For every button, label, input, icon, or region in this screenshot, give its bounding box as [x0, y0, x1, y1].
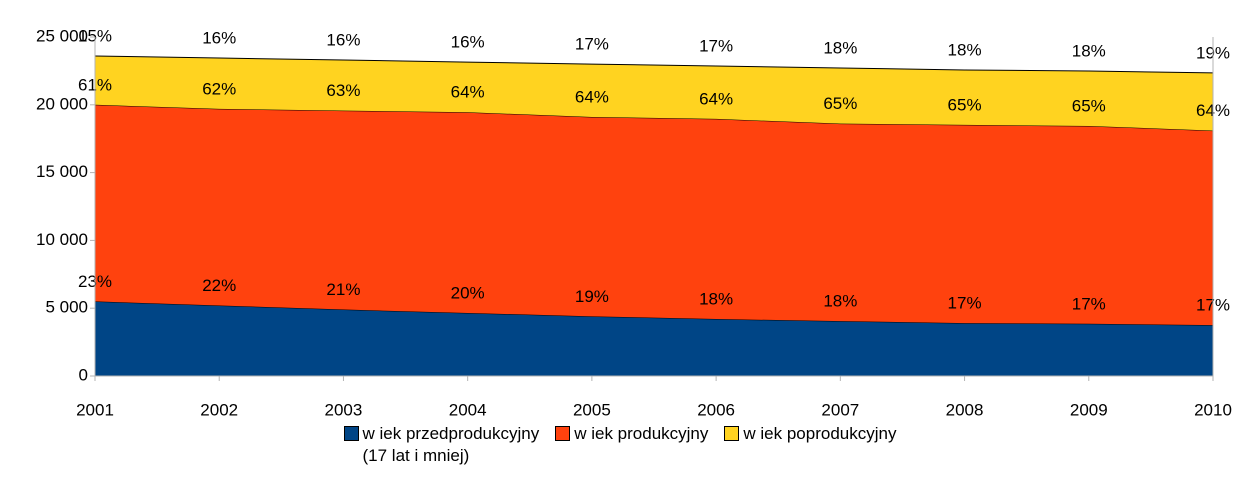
y-tick-label: 25 000 [36, 26, 88, 45]
data-label: 63% [326, 81, 360, 100]
y-tick-label: 5 000 [45, 298, 88, 317]
data-label: 64% [699, 89, 733, 108]
legend-item: w iek poprodukcyjny [724, 423, 896, 467]
data-label: 21% [326, 280, 360, 299]
data-label: 16% [202, 29, 236, 48]
legend-label: w iek produkcyjny [574, 424, 709, 443]
data-label: 17% [1072, 294, 1106, 313]
data-label: 16% [451, 33, 485, 52]
legend: w iek przedprodukcyjny (17 lat i mniej) w… [0, 423, 1240, 467]
data-label: 62% [202, 79, 236, 98]
x-tick-label: 2006 [697, 400, 735, 419]
data-label: 17% [575, 35, 609, 54]
x-tick-label: 2010 [1194, 400, 1232, 419]
x-tick-label: 2003 [325, 400, 363, 419]
legend-swatch [555, 426, 571, 441]
data-label: 18% [699, 290, 733, 309]
legend-label: w iek przedprodukcyjny (17 lat i mniej) [362, 424, 540, 465]
x-tick-label: 2004 [449, 400, 487, 419]
x-tick-label: 2009 [1070, 400, 1108, 419]
data-label: 16% [326, 31, 360, 50]
data-label: 64% [575, 87, 609, 106]
data-label: 64% [451, 83, 485, 102]
data-label: 65% [948, 95, 982, 114]
legend-swatch [343, 426, 359, 441]
area [95, 301, 1213, 376]
data-label: 65% [823, 94, 857, 113]
y-tick-label: 10 000 [36, 230, 88, 249]
data-label: 20% [451, 283, 485, 302]
area [95, 55, 1213, 131]
x-tick-label: 2008 [946, 400, 984, 419]
legend-item: w iek produkcyjny [555, 423, 708, 467]
x-tick-label: 2007 [821, 400, 859, 419]
data-label: 65% [1072, 96, 1106, 115]
legend-label: w iek poprodukcyjny [743, 424, 897, 443]
data-label: 22% [202, 276, 236, 295]
data-label: 18% [823, 292, 857, 311]
y-tick-label: 15 000 [36, 162, 88, 181]
data-label: 17% [948, 294, 982, 313]
data-label: 18% [948, 40, 982, 59]
legend-swatch [724, 426, 740, 441]
chart: 23% 22% 21% 20% 19% 18% 18% 17% 17% 17%61% 62% 63% 6… [36, 26, 1232, 419]
data-label: 15% [78, 26, 112, 45]
data-label: 18% [1072, 42, 1106, 61]
x-tick-label: 2001 [76, 400, 114, 419]
area [95, 104, 1213, 326]
legend-item: w iek przedprodukcyjny (17 lat i mniej) [343, 423, 540, 467]
x-tick-label: 2002 [200, 400, 238, 419]
y-tick-label: 0 [79, 365, 88, 384]
y-tick-label: 20 000 [36, 94, 88, 113]
data-label: 18% [823, 39, 857, 58]
x-tick-label: 2005 [573, 400, 611, 419]
area-outline [94, 55, 1214, 74]
data-label: 17% [699, 37, 733, 56]
data-label: 19% [575, 287, 609, 306]
